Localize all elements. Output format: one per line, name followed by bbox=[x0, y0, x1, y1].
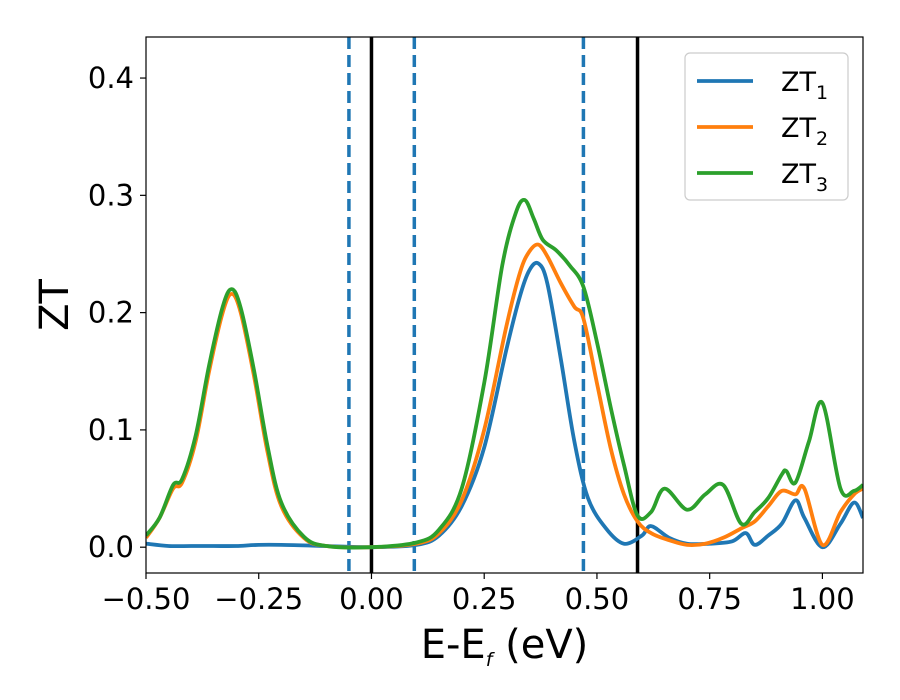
x-tick-label: 1.00 bbox=[790, 582, 855, 616]
x-axis-title: E-Ef (eV) bbox=[421, 622, 589, 671]
x-axis-title-sub: f bbox=[486, 649, 496, 671]
y-tick-label: 0.3 bbox=[88, 178, 134, 212]
x-tick-label: −0.50 bbox=[102, 582, 191, 616]
reference-lines bbox=[347, 37, 640, 573]
y-tick-label: 0.4 bbox=[88, 61, 134, 95]
series-line-zt1 bbox=[146, 260, 863, 550]
y-axis-ticks: 0.0 0.1 0.2 0.3 0.4 bbox=[88, 61, 146, 564]
x-axis-title-main: E-E bbox=[421, 622, 486, 668]
x-tick-label: 0.50 bbox=[565, 582, 630, 616]
legend-label-zt2: ZT2 bbox=[781, 113, 828, 150]
y-tick-label: 0.0 bbox=[88, 530, 134, 564]
x-tick-label: 0.75 bbox=[677, 582, 742, 616]
x-axis-ticks: −0.50 −0.25 0.00 0.25 0.50 0.75 1.00 bbox=[102, 573, 855, 616]
x-axis-title-unit: (eV) bbox=[492, 622, 588, 668]
legend-label-zt1: ZT1 bbox=[781, 67, 828, 104]
series-line-zt2 bbox=[146, 242, 863, 550]
y-axis-title: ZT bbox=[32, 279, 78, 331]
x-tick-label: 0.00 bbox=[339, 582, 404, 616]
legend-box bbox=[684, 52, 849, 201]
x-tick-label: 0.25 bbox=[452, 582, 517, 616]
y-tick-label: 0.2 bbox=[88, 296, 134, 330]
legend: ZT1 ZT2 ZT3 bbox=[684, 52, 849, 201]
plot-frame bbox=[145, 36, 864, 574]
y-tick-label: 0.1 bbox=[88, 413, 134, 447]
x-tick-label: −0.25 bbox=[214, 582, 303, 616]
series-lines bbox=[146, 197, 863, 550]
series-line-zt3 bbox=[146, 197, 863, 550]
legend-label-zt3: ZT3 bbox=[781, 159, 828, 196]
